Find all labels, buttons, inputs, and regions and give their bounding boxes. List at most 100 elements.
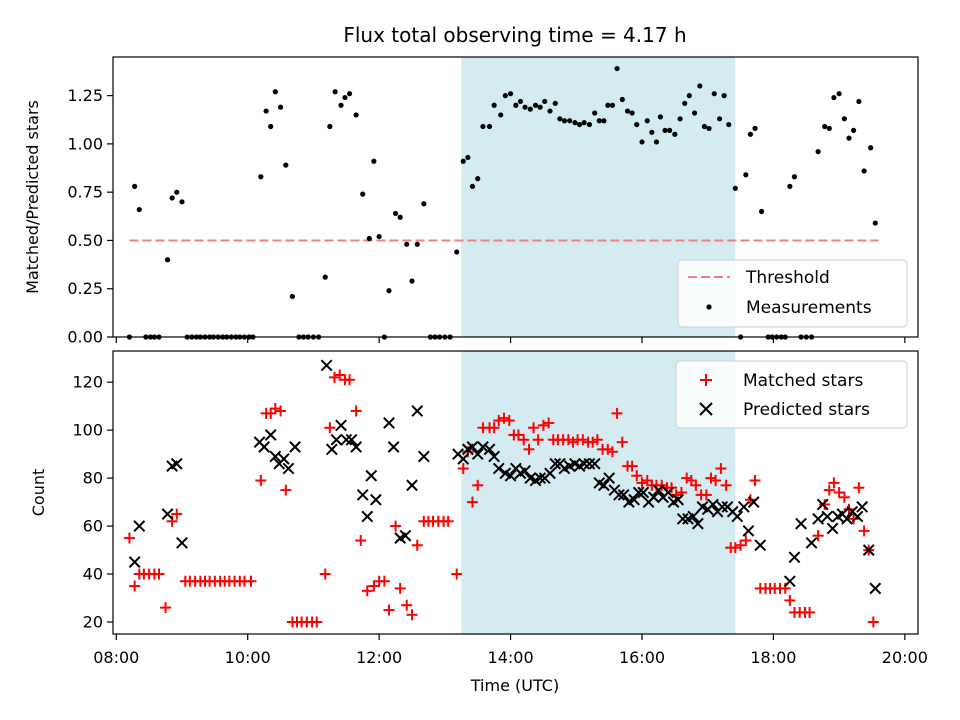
measurement-point [706,125,712,132]
matched-star-point [700,489,712,501]
measurement-point [376,233,382,240]
matched-star-point [457,463,469,475]
measurement-point [283,162,289,168]
matched-star-point [383,604,395,616]
matched-star-point [390,520,402,532]
matched-star-point [361,585,373,597]
matched-star-point [518,434,530,446]
predicted-star-point [399,529,412,542]
measurement-point [475,176,481,182]
matched-star-point [616,436,628,448]
matched-star-point [591,434,603,446]
matched-star-point [532,434,544,446]
matched-star-point [498,412,510,424]
measurement-point [491,102,497,108]
predicted-star-point [544,467,556,480]
predicted-star-point [583,457,596,470]
matched-star-point [577,434,589,446]
measurement-point [791,174,798,180]
measurement-point [601,118,607,124]
matched-star-point [311,616,323,628]
predicted-star-point [578,457,591,470]
predicted-star-point [691,517,704,530]
measurement-point [872,220,878,226]
measurement-point [353,112,359,118]
measurement-point [527,106,533,112]
legend-matched-label: Matched stars [743,371,863,391]
matched-star-point [710,475,722,487]
x-tick-label: 18:00 [750,648,796,667]
matched-star-point [269,403,281,415]
measurement-point [522,104,528,110]
matched-star-point [523,443,535,455]
predicted-star-point [356,488,369,501]
measurement-point [174,189,180,195]
matched-star-point [123,532,135,544]
measurement-point [360,191,366,197]
measurement-point [856,98,862,105]
measurement-point [517,98,524,105]
predicted-star-point [258,441,271,453]
predicted-star-point [716,500,729,513]
matched-star-point [690,479,702,491]
measurement-point [721,93,727,99]
matched-star-point [319,568,331,580]
count-legend: Matched stars Predicted stars [675,360,908,429]
measurement-point [826,125,832,132]
predicted-star-point [471,448,484,461]
measurement-point [164,257,171,263]
predicted-star-point [128,556,141,568]
predicted-star-point [637,486,650,499]
measurement-point [682,100,688,106]
measurement-point [480,123,486,130]
measurement-point [831,94,837,101]
measurement-point [498,112,504,118]
predicted-star-point [282,462,295,475]
matched-star-point [503,415,515,427]
matched-star-point [838,491,850,503]
measurement-point [552,100,558,106]
matched-star-point [636,477,648,489]
measurement-point [815,149,821,155]
ratio-panel: 0.00 0.25 0.50 0.75 1.00 1.25 Matched/Predict… [23,56,919,347]
measurement-point [132,183,138,189]
predicted-star-point [747,496,760,509]
matched-star-point [411,539,423,551]
measurement-point [263,108,269,114]
matched-star-point [368,580,380,592]
measurement-point [179,199,185,205]
y-tick-label: 80 [83,469,103,488]
ratio-y-axis-label: Matched/Predicted stars [23,100,42,294]
predicted-star-point [519,465,531,477]
measurement-point [513,102,519,108]
x-axis-label: Time (UTC) [470,676,559,695]
measurement-point [629,110,635,116]
predicted-star-point [617,488,630,501]
ratio-legend: Threshold Measurements [677,259,908,328]
matched-star-point [160,602,172,614]
measurement-point [465,154,471,161]
matched-star-point [275,405,287,417]
measurement-point [136,206,142,213]
measurement-point [747,131,754,137]
measurement-point [366,235,372,242]
matched-star-point [129,580,141,592]
matched-star-point [715,463,727,475]
y-tick-label: 60 [83,517,103,536]
measurement-point [822,123,828,130]
predicted-star-point [477,441,489,453]
measurement-point [392,210,399,217]
matched-star-point [350,405,362,417]
matched-star-point [735,539,747,551]
matched-star-point [528,422,540,434]
predicted-star-point [365,469,378,482]
predicted-star-point [417,450,430,463]
predicted-star-point [647,491,660,504]
matched-star-point [466,496,478,508]
legend-measurements-label: Measurements [746,298,872,318]
x-tick-label: 12:00 [356,648,402,667]
predicted-star-point [816,498,829,511]
measurement-point [759,208,765,215]
predicted-star-point [534,472,547,485]
